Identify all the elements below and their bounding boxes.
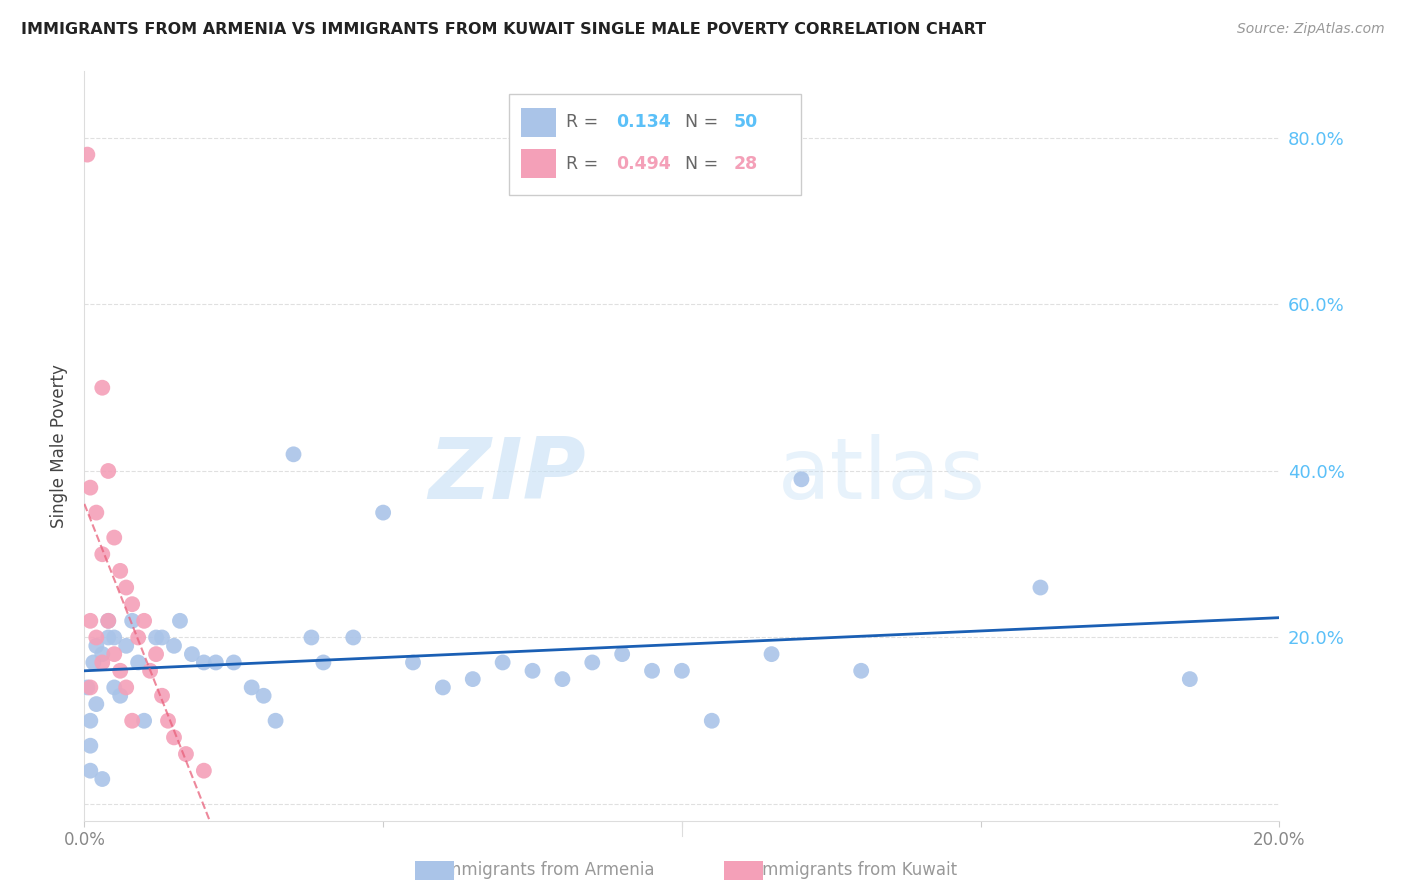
- Point: [283, 447, 305, 461]
- Point: [91, 656, 114, 670]
- Point: [97, 614, 120, 628]
- Point: [121, 714, 143, 728]
- Point: [76, 681, 98, 695]
- Point: [581, 656, 603, 670]
- Point: [110, 664, 132, 678]
- Point: [205, 656, 228, 670]
- Point: [115, 681, 138, 695]
- Point: [103, 531, 125, 545]
- Point: [79, 681, 101, 695]
- FancyBboxPatch shape: [520, 149, 557, 178]
- Point: [79, 614, 101, 628]
- Point: [115, 639, 138, 653]
- Point: [82, 656, 104, 670]
- Text: R =: R =: [567, 113, 603, 131]
- Point: [612, 647, 634, 661]
- Point: [103, 631, 125, 645]
- Point: [671, 664, 693, 678]
- Point: [145, 631, 167, 645]
- Text: 0.494: 0.494: [616, 154, 671, 172]
- Point: [373, 506, 395, 520]
- Text: 28: 28: [734, 154, 758, 172]
- Point: [79, 714, 101, 728]
- FancyBboxPatch shape: [520, 108, 557, 136]
- Point: [86, 639, 108, 653]
- Point: [132, 614, 156, 628]
- Point: [461, 672, 484, 686]
- Point: [700, 714, 723, 728]
- Point: [181, 647, 204, 661]
- Text: N =: N =: [686, 113, 724, 131]
- Point: [115, 581, 138, 595]
- Point: [222, 656, 245, 670]
- Point: [264, 714, 287, 728]
- Text: R =: R =: [567, 154, 603, 172]
- FancyBboxPatch shape: [509, 94, 801, 195]
- Point: [76, 147, 98, 161]
- Point: [150, 689, 173, 703]
- Point: [145, 647, 167, 661]
- Y-axis label: Single Male Poverty: Single Male Poverty: [51, 364, 69, 528]
- Text: □  Immigrants from Kuwait: □ Immigrants from Kuwait: [731, 861, 956, 879]
- Point: [193, 656, 215, 670]
- Point: [121, 597, 143, 611]
- Point: [150, 631, 173, 645]
- Point: [851, 664, 873, 678]
- Point: [1178, 672, 1201, 686]
- Text: 50: 50: [734, 113, 758, 131]
- Point: [79, 764, 101, 778]
- Point: [193, 764, 215, 778]
- Text: □  Immigrants from Armenia: □ Immigrants from Armenia: [413, 861, 655, 879]
- Point: [86, 631, 108, 645]
- Point: [157, 714, 180, 728]
- Point: [110, 564, 132, 578]
- Text: 0.134: 0.134: [616, 113, 671, 131]
- Point: [86, 506, 108, 520]
- Point: [551, 672, 574, 686]
- Point: [492, 656, 515, 670]
- Point: [761, 647, 783, 661]
- Point: [79, 739, 101, 753]
- Point: [127, 631, 149, 645]
- Point: [240, 681, 263, 695]
- Point: [174, 747, 197, 761]
- Point: [121, 614, 143, 628]
- Point: [641, 664, 664, 678]
- Point: [163, 731, 186, 745]
- Point: [163, 639, 186, 653]
- Point: [103, 647, 125, 661]
- Point: [432, 681, 454, 695]
- Point: [91, 381, 114, 395]
- Point: [103, 681, 125, 695]
- Text: atlas: atlas: [778, 434, 986, 517]
- Point: [402, 656, 425, 670]
- Point: [86, 697, 108, 711]
- Point: [110, 689, 132, 703]
- Text: N =: N =: [686, 154, 724, 172]
- Point: [312, 656, 335, 670]
- Point: [127, 656, 149, 670]
- Text: ZIP: ZIP: [429, 434, 586, 517]
- Text: Source: ZipAtlas.com: Source: ZipAtlas.com: [1237, 22, 1385, 37]
- Text: IMMIGRANTS FROM ARMENIA VS IMMIGRANTS FROM KUWAIT SINGLE MALE POVERTY CORRELATIO: IMMIGRANTS FROM ARMENIA VS IMMIGRANTS FR…: [21, 22, 986, 37]
- Point: [522, 664, 544, 678]
- Point: [169, 614, 191, 628]
- Point: [790, 472, 813, 486]
- Point: [139, 664, 162, 678]
- Point: [253, 689, 276, 703]
- Point: [1029, 581, 1052, 595]
- Point: [97, 631, 120, 645]
- Point: [91, 647, 114, 661]
- Point: [97, 614, 120, 628]
- Point: [91, 547, 114, 561]
- Point: [79, 481, 101, 495]
- Point: [301, 631, 323, 645]
- Point: [132, 714, 156, 728]
- Point: [91, 772, 114, 786]
- Point: [97, 464, 120, 478]
- Point: [342, 631, 364, 645]
